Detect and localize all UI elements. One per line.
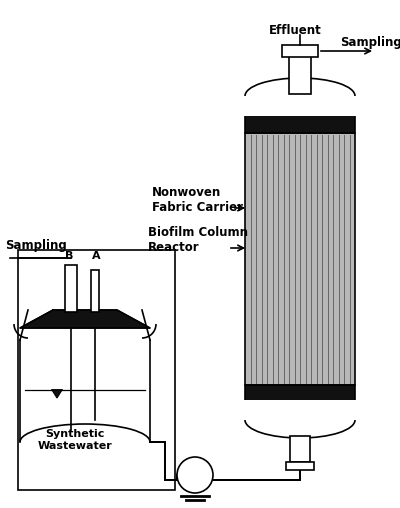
Text: Effluent: Effluent [269, 24, 321, 37]
Text: Synthetic
Wastewater: Synthetic Wastewater [38, 429, 112, 451]
Circle shape [177, 457, 213, 493]
Bar [289, 55, 311, 94]
Bar [286, 462, 314, 470]
Bar [243, 96, 357, 116]
Bar [245, 108, 355, 133]
Polygon shape [20, 310, 150, 328]
Text: A: A [92, 251, 100, 261]
Ellipse shape [245, 78, 355, 114]
Text: Nonwoven
Fabric Carrier: Nonwoven Fabric Carrier [152, 186, 243, 214]
Bar [18, 250, 175, 490]
Bar [290, 436, 310, 462]
Text: Sampling: Sampling [5, 239, 67, 252]
Text: B: B [65, 251, 73, 261]
Bar [282, 45, 318, 57]
Text: P: P [190, 468, 200, 482]
Text: Sampling: Sampling [340, 36, 400, 49]
Bar [245, 133, 355, 385]
Text: Biofilm Column
Reactor: Biofilm Column Reactor [148, 226, 248, 254]
Bar [245, 385, 355, 410]
Bar [243, 400, 357, 420]
Bar [65, 265, 77, 312]
Ellipse shape [245, 402, 355, 438]
Polygon shape [52, 390, 62, 398]
Bar [91, 270, 99, 312]
